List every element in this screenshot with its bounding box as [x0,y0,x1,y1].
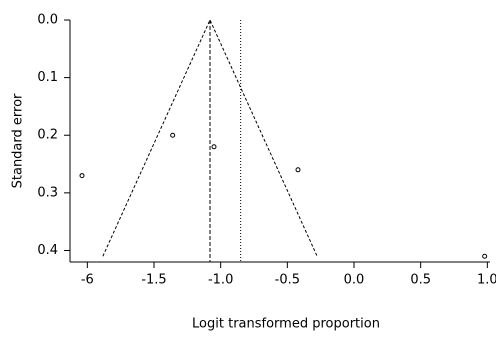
y-tick-label: 0.2 [37,128,58,143]
x-axis-label: Logit transformed proportion [192,317,380,332]
x-tick-label: -6 [81,273,94,288]
y-tick-label: 0.3 [37,185,58,200]
study-point [482,253,488,259]
study-point [295,167,301,173]
x-tick-label: -1.0 [208,273,233,288]
x-tick-label: 1.0 [477,273,496,288]
x-tick-label: 0.5 [410,273,431,288]
y-tick-label: 0.0 [37,13,58,28]
x-tick-label: -0.5 [275,273,300,288]
study-point [79,173,85,179]
x-tick-label: -1.5 [141,273,166,288]
study-point [170,132,176,138]
funnel-line [102,18,318,257]
y-tick-label: 0.4 [37,243,58,258]
y-tick-label: 0.1 [37,70,58,85]
y-axis-label: Standard error [11,93,26,188]
study-point [211,144,217,150]
x-tick-label: 0.0 [344,273,365,288]
